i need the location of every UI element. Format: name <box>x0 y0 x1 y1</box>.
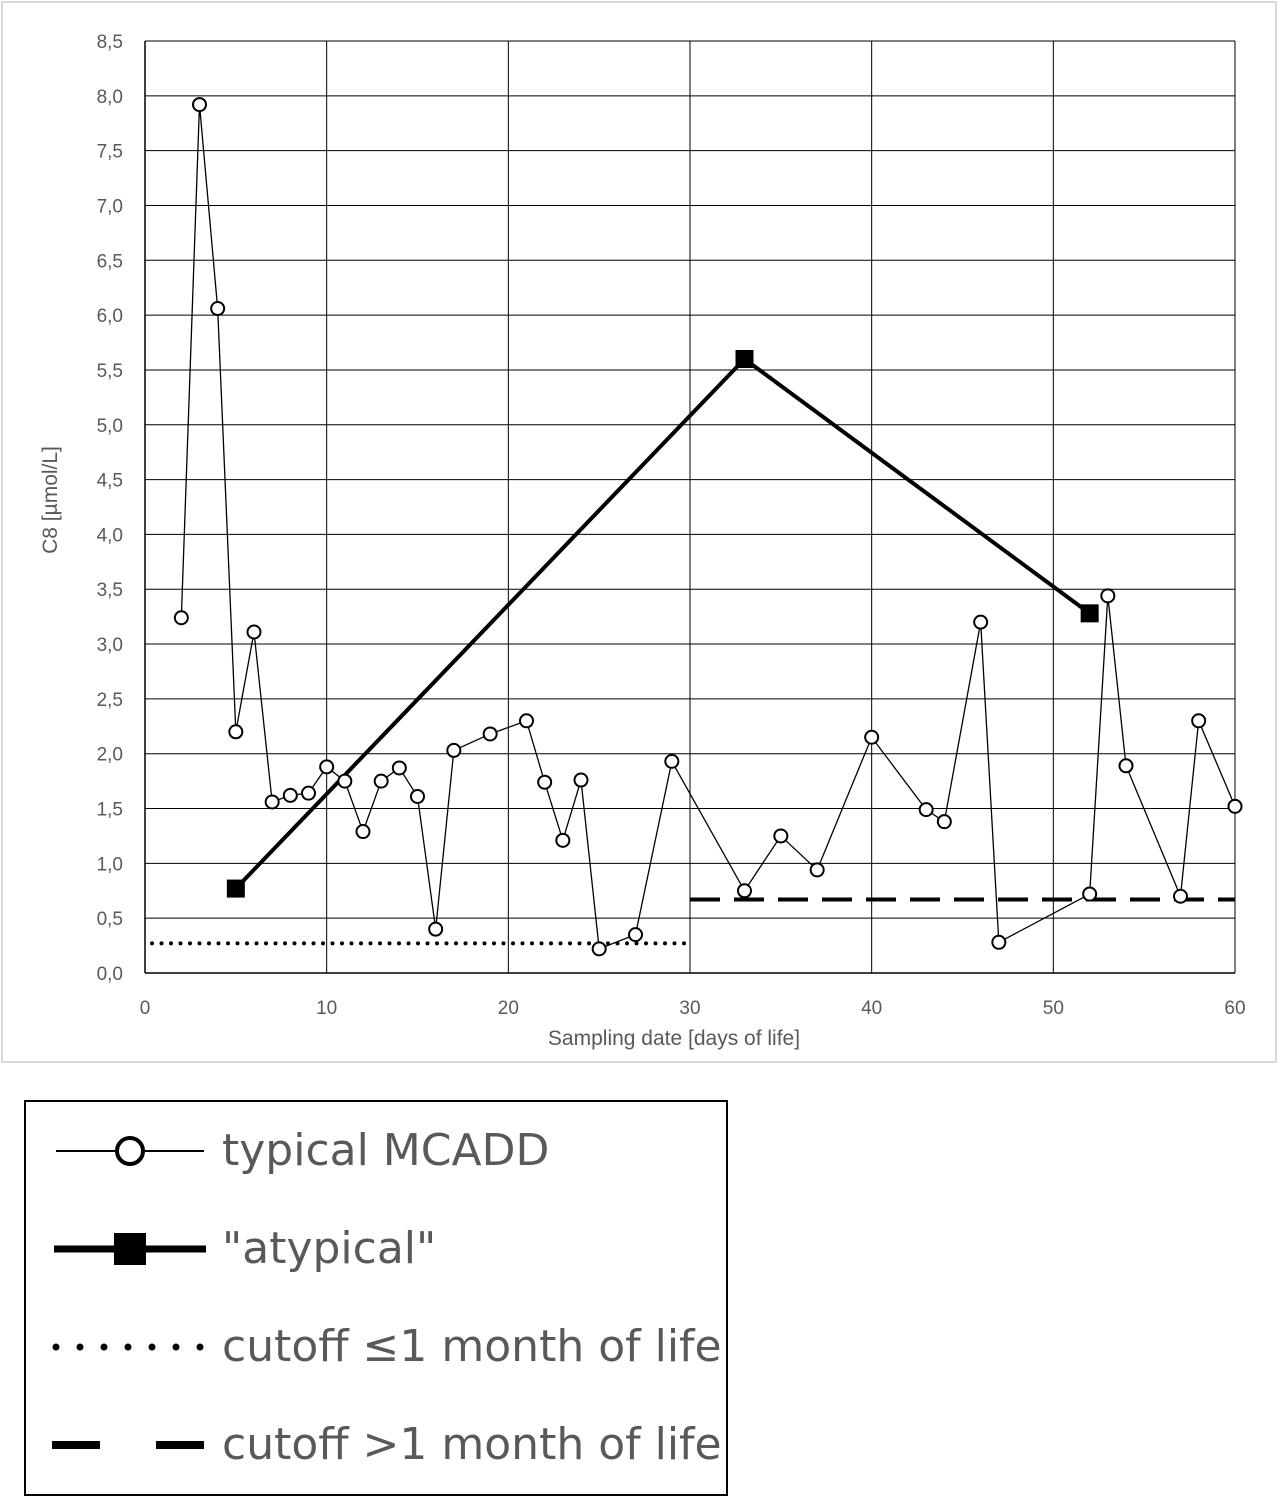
y-tick-label: 3,5 <box>97 580 123 601</box>
x-tick-label: 0 <box>140 998 151 1019</box>
typical-mcadd-point <box>1173 888 1188 904</box>
typical-mcadd-point <box>301 785 316 801</box>
legend-label-atypical: "atypical" <box>222 1223 437 1274</box>
typical-mcadd-point <box>555 832 571 848</box>
typical-mcadd-point <box>192 97 207 113</box>
y-tick-label: 0,0 <box>97 964 123 985</box>
typical-mcadd-point <box>428 921 444 937</box>
typical-mcadd-point <box>482 726 498 742</box>
legend-label-typical: typical MCADD <box>222 1125 550 1176</box>
typical-mcadd-point <box>591 941 607 957</box>
y-tick-label: 7,5 <box>97 142 123 163</box>
y-tick-label: 3,0 <box>97 635 123 656</box>
y-tick-label: 7,0 <box>97 196 123 217</box>
y-tick-label: 2,5 <box>97 690 123 711</box>
typical-mcadd-point <box>864 729 880 745</box>
y-axis-title: C8 [µmol/L] <box>39 446 62 554</box>
dashed-line-icon <box>52 1441 204 1449</box>
y-tick-label: 2,0 <box>97 745 123 766</box>
typical-mcadd-point <box>337 773 353 789</box>
x-tick-label: 10 <box>316 998 337 1019</box>
typical-mcadd-point <box>355 824 371 840</box>
legend-item-typical: typical MCADD <box>26 1106 726 1196</box>
chart-frame: 0,0 0,5 1,0 1,5 2,0 2,5 3,0 3,5 4,0 4,5 5,0 5,5 6,0 6… <box>1 1 1277 1063</box>
typical-mcadd-point <box>1227 798 1243 814</box>
atypical-point <box>735 349 754 368</box>
dotted-line-icon <box>52 1343 208 1351</box>
x-axis-title: Sampling date [days of life] <box>548 1027 800 1050</box>
x-tick-label: 60 <box>1224 998 1245 1019</box>
legend-label-cutoff-over-1-month: cutoff >1 month of life <box>222 1419 722 1470</box>
x-tick-label: 30 <box>679 998 700 1019</box>
y-tick-label: 1,5 <box>97 800 123 821</box>
legend-item-atypical: "atypical" <box>26 1204 726 1294</box>
typical-mcadd-point <box>664 753 680 769</box>
typical-mcadd-point <box>628 927 643 943</box>
typical-mcadd-point <box>282 787 298 803</box>
legend-item-cutoff-over-1-month: cutoff >1 month of life <box>26 1400 726 1490</box>
atypical-point <box>1080 604 1099 623</box>
typical-mcadd-point <box>573 772 589 788</box>
typical-mcadd-point <box>446 742 462 758</box>
y-tick-label: 5,0 <box>97 416 123 437</box>
y-tick-label: 4,0 <box>97 525 123 546</box>
y-tick-label: 8,0 <box>97 87 123 108</box>
typical-mcadd-point <box>373 773 389 789</box>
x-tick-label: 20 <box>498 998 519 1019</box>
legend: typical MCADD "atypical" cutoff ≤1 month… <box>24 1100 728 1496</box>
x-tick-label: 50 <box>1043 998 1064 1019</box>
typical-mcadd-point <box>936 814 952 830</box>
y-tick-label: 4,5 <box>97 471 123 492</box>
typical-mcadd-point <box>319 759 335 775</box>
typical-mcadd-point <box>973 614 989 630</box>
y-tick-label: 6,5 <box>97 251 123 272</box>
typical-mcadd-point <box>1191 713 1207 729</box>
typical-mcadd-point <box>1118 758 1134 774</box>
typical-mcadd-point <box>391 760 407 776</box>
typical-mcadd-point <box>773 828 789 844</box>
typical-mcadd-point <box>410 788 425 804</box>
typical-mcadd-point <box>537 774 553 790</box>
y-tick-label: 6,0 <box>97 306 123 327</box>
y-tick-label: 5,5 <box>97 361 123 382</box>
y-tick-label: 1,0 <box>97 854 123 875</box>
typical-mcadd-point <box>264 794 280 810</box>
legend-label-cutoff-1-month: cutoff ≤1 month of life <box>222 1321 722 1372</box>
typical-mcadd-point <box>173 610 189 626</box>
typical-mcadd-point <box>1100 588 1116 604</box>
typical-mcadd-point <box>228 724 244 740</box>
typical-mcadd-line <box>180 104 1236 950</box>
atypical-point <box>226 879 245 898</box>
x-tick-label: 40 <box>861 998 882 1019</box>
typical-mcadd-point <box>991 934 1007 950</box>
typical-mcadd-point <box>737 883 752 899</box>
legend-item-cutoff-1-month: cutoff ≤1 month of life <box>26 1302 726 1392</box>
typical-mcadd-point <box>246 624 262 640</box>
line-chart: 0,0 0,5 1,0 1,5 2,0 2,5 3,0 3,5 4,0 4,5 5,0 5,5 6,0 6… <box>39 32 1246 1050</box>
typical-mcadd-point <box>210 301 226 317</box>
typical-mcadd-point <box>519 713 534 729</box>
typical-mcadd-point <box>918 802 934 818</box>
filled-square-line-icon <box>54 1233 206 1265</box>
typical-mcadd-point <box>809 862 825 878</box>
y-tick-label: 0,5 <box>97 909 123 930</box>
open-circle-line-icon <box>56 1136 204 1166</box>
typical-mcadd-point <box>1082 886 1098 902</box>
y-tick-label: 8,5 <box>97 32 123 53</box>
atypical-line <box>234 356 1091 890</box>
